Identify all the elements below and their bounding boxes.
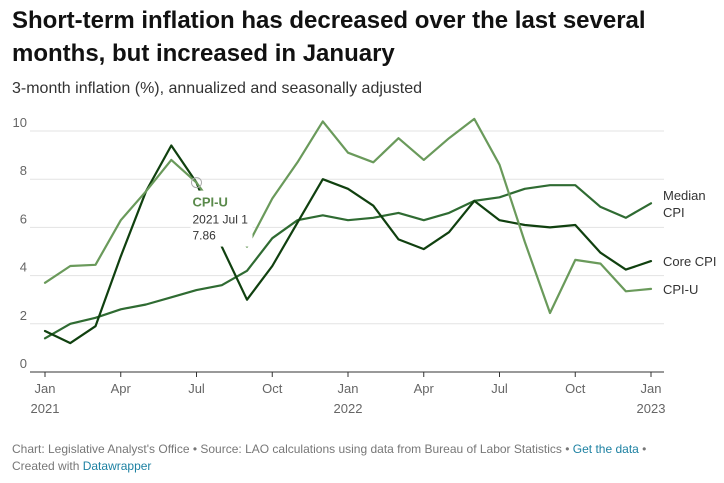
footer-separator: • — [638, 442, 647, 456]
footer-chart-credit: Chart: Legislative Analyst's Office — [12, 442, 190, 456]
x-tick-label: Oct — [262, 381, 283, 396]
y-tick-label: 8 — [20, 163, 27, 178]
series-labels: Median CPI Core CPI CPI-U — [663, 188, 716, 297]
y-axis-ticks: 0 2 4 6 8 10 — [13, 115, 27, 371]
x-tick-year-label: 2023 — [637, 401, 666, 416]
series-line-median-cpi — [43, 184, 653, 340]
footer-created-with: Created with — [12, 459, 80, 473]
chart-title: Short-term inflation has decreased over … — [12, 7, 646, 67]
x-tick-year-label: 2022 — [334, 401, 363, 416]
x-tick-label: Jul — [188, 381, 205, 396]
chart-subtitle: 3-month inflation (%), annualized and se… — [12, 80, 423, 97]
tooltip-series: CPI-U — [193, 195, 228, 210]
y-tick-label: 2 — [20, 308, 27, 323]
x-tick-year-label: 2021 — [31, 401, 60, 416]
y-tick-label: 0 — [20, 356, 27, 371]
hover-tooltip: CPI-U 2021 Jul 1 7.86 — [190, 177, 253, 247]
tooltip-marker — [191, 177, 202, 189]
x-tick-label: Jan — [338, 381, 359, 396]
footer: Chart: Legislative Analyst's Office • So… — [12, 441, 717, 475]
series-label: Median — [663, 188, 706, 203]
y-tick-label: 6 — [20, 211, 27, 226]
gridlines — [30, 130, 664, 373]
series-line-core-cpi — [43, 144, 653, 345]
series-lines — [43, 117, 653, 345]
footer-separator: • — [189, 442, 201, 456]
tooltip-date: 2021 Jul 1 — [193, 213, 249, 227]
x-axis-ticks: Jan 2021 Apr Jul Oct Jan 2022 Apr Jul Oct Jan 2023 — [31, 372, 666, 416]
series-label: CPI — [663, 205, 685, 220]
series-line-cpi-u — [43, 117, 653, 315]
get-data-link[interactable]: Get the data — [572, 442, 639, 456]
x-tick-label: Apr — [111, 381, 132, 396]
footer-separator: • — [561, 442, 573, 456]
x-tick-label: Jan — [641, 381, 662, 396]
series-label: Core CPI — [663, 254, 716, 269]
y-tick-label: 4 — [20, 260, 27, 275]
x-tick-label: Jul — [491, 381, 508, 396]
x-tick-label: Apr — [414, 381, 435, 396]
x-tick-label: Jan — [35, 381, 56, 396]
series-label: CPI-U — [663, 282, 698, 297]
datawrapper-link[interactable]: Datawrapper — [82, 459, 152, 473]
footer-source: Source: LAO calculations using data from… — [200, 442, 562, 456]
y-tick-label: 10 — [13, 115, 27, 130]
tooltip-background — [190, 190, 253, 247]
tooltip-value: 7.86 — [193, 229, 217, 243]
line-chart: 0 2 4 6 8 10 Jan 2021 Apr Jul Oct Jan 2022 Apr Jul Oct… — [13, 115, 717, 416]
x-tick-label: Oct — [565, 381, 586, 396]
